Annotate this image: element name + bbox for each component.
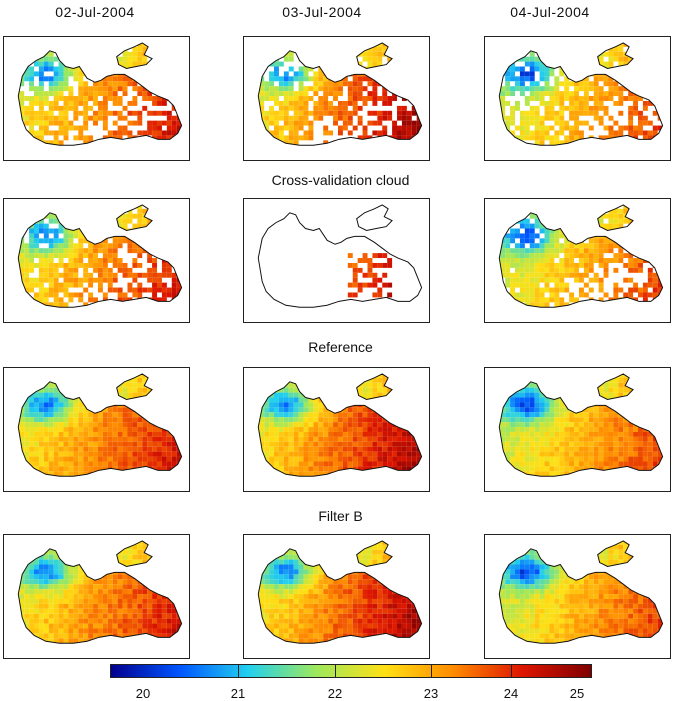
black-sea-map [257, 204, 423, 308]
black-sea-map [498, 42, 664, 146]
date-header-2: 03-Jul-2004 [282, 4, 362, 20]
coastline [257, 548, 423, 644]
coastline [498, 381, 664, 477]
coastline [257, 381, 423, 477]
row-label-filter-b: Filter B [318, 508, 363, 524]
map-panel [484, 36, 671, 161]
map-panel [3, 367, 190, 492]
map-panel [243, 367, 430, 492]
colorbar-label-20: 20 [135, 686, 151, 701]
colorbar-tick [238, 664, 239, 678]
map-panel [243, 36, 430, 161]
azov-coastline [597, 373, 634, 401]
azov-coastline [116, 373, 153, 401]
colorbar-label-22: 22 [327, 686, 343, 701]
colorbar-label-21: 21 [230, 686, 246, 701]
date-header-3: 04-Jul-2004 [510, 4, 590, 20]
map-panel [484, 198, 671, 323]
black-sea-map [17, 204, 183, 308]
azov-coastline [116, 204, 153, 232]
coastline [498, 212, 664, 308]
colorbar-tick [511, 664, 512, 678]
black-sea-map [498, 204, 664, 308]
azov-coastline [356, 204, 393, 232]
map-panel [3, 534, 190, 659]
coastline [498, 548, 664, 644]
map-panel [484, 534, 671, 659]
colorbar-tick [431, 664, 432, 678]
coastline [498, 50, 664, 146]
coastline [17, 548, 183, 644]
map-panel [3, 198, 190, 323]
map-panel [243, 534, 430, 659]
colorbar [110, 664, 592, 678]
black-sea-map [17, 42, 183, 146]
map-panel [484, 367, 671, 492]
azov-coastline [597, 204, 634, 232]
azov-coastline [116, 42, 153, 70]
azov-coastline [356, 540, 393, 568]
black-sea-map [498, 373, 664, 477]
coastline [17, 50, 183, 146]
map-panel [243, 198, 430, 323]
black-sea-map [498, 540, 664, 644]
colorbar-tick [335, 664, 336, 678]
row-label-cross-validation: Cross-validation cloud [271, 172, 410, 188]
azov-coastline [356, 373, 393, 401]
map-panel [3, 36, 190, 161]
azov-coastline [597, 42, 634, 70]
colorbar-label-25: 25 [569, 686, 585, 701]
date-header-1: 02-Jul-2004 [55, 4, 135, 20]
black-sea-map [17, 373, 183, 477]
azov-coastline [597, 540, 634, 568]
azov-coastline [116, 540, 153, 568]
coastline [257, 50, 423, 146]
row-label-reference: Reference [308, 339, 373, 355]
black-sea-map [257, 540, 423, 644]
azov-coastline [356, 42, 393, 70]
black-sea-map [17, 540, 183, 644]
black-sea-map [257, 373, 423, 477]
coastline [17, 381, 183, 477]
coastline [17, 212, 183, 308]
colorbar-label-24: 24 [503, 686, 519, 701]
colorbar-label-23: 23 [423, 686, 439, 701]
coastline [257, 212, 423, 308]
black-sea-map [257, 42, 423, 146]
